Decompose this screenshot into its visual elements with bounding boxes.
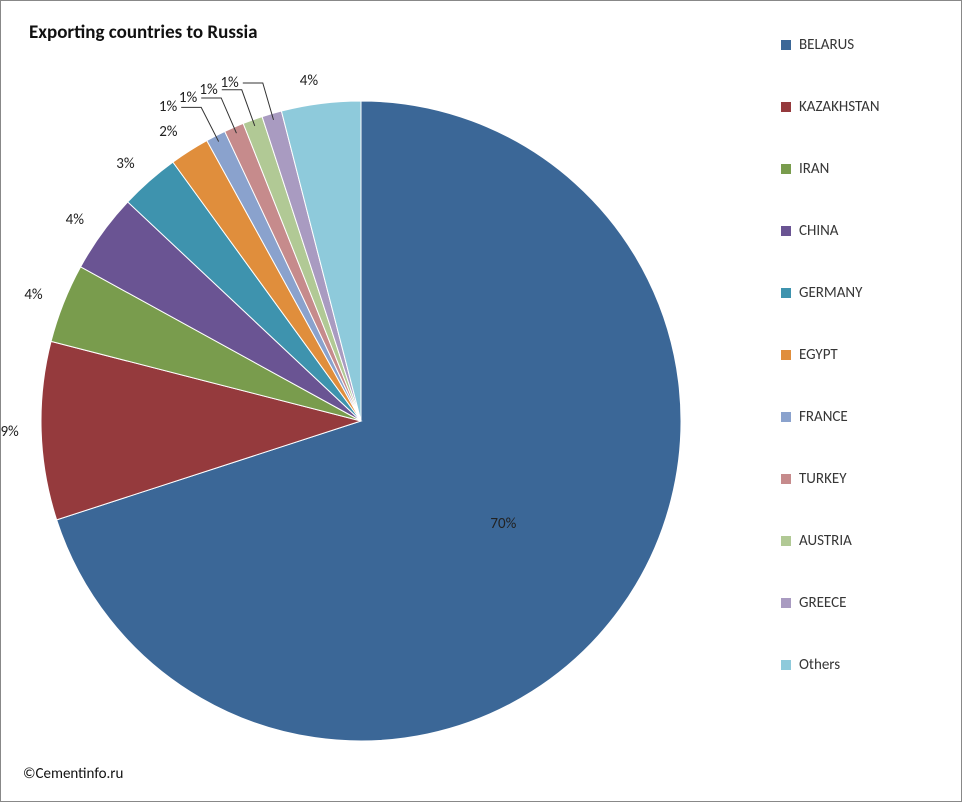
legend-label: FRANCE bbox=[799, 408, 848, 426]
legend-item: GREECE bbox=[781, 594, 931, 612]
legend-item: IRAN bbox=[781, 160, 931, 178]
legend: BELARUS KAZAKHSTAN IRAN CHINA GERMANY EGYPT FR… bbox=[781, 36, 931, 718]
copyright: ©Cementinfo.ru bbox=[23, 765, 123, 783]
legend-swatch bbox=[781, 226, 791, 236]
chart-title: Exporting countries to Russia bbox=[29, 21, 258, 44]
legend-item: GERMANY bbox=[781, 284, 931, 302]
legend-label: GREECE bbox=[799, 594, 846, 612]
legend-item: FRANCE bbox=[781, 408, 931, 426]
pie-data-label: 2% bbox=[159, 123, 177, 141]
pie-data-label: 4% bbox=[24, 286, 42, 304]
leader-line bbox=[181, 107, 218, 141]
legend-swatch bbox=[781, 350, 791, 360]
legend-label: CHINA bbox=[799, 222, 839, 240]
legend-item: EGYPT bbox=[781, 346, 931, 364]
legend-label: AUSTRIA bbox=[799, 532, 852, 550]
legend-swatch bbox=[781, 660, 791, 670]
pie-data-label: 1% bbox=[179, 89, 197, 107]
pie-data-label: 3% bbox=[116, 155, 134, 173]
legend-swatch bbox=[781, 40, 791, 50]
legend-label: EGYPT bbox=[799, 346, 838, 364]
pie-data-label: 4% bbox=[300, 72, 318, 90]
legend-swatch bbox=[781, 412, 791, 422]
pie-data-label: 70% bbox=[490, 515, 516, 533]
legend-item: Others bbox=[781, 656, 931, 674]
pie-data-label: 4% bbox=[66, 211, 84, 229]
legend-label: GERMANY bbox=[799, 284, 862, 302]
legend-item: TURKEY bbox=[781, 470, 931, 488]
pie-data-label: 1% bbox=[159, 98, 177, 116]
legend-swatch bbox=[781, 598, 791, 608]
legend-item: CHINA bbox=[781, 222, 931, 240]
legend-item: BELARUS bbox=[781, 36, 931, 54]
legend-label: BELARUS bbox=[799, 36, 854, 54]
legend-swatch bbox=[781, 102, 791, 112]
legend-swatch bbox=[781, 164, 791, 174]
pie-data-label: 1% bbox=[199, 81, 217, 99]
legend-label: KAZAKHSTAN bbox=[799, 98, 880, 116]
legend-label: TURKEY bbox=[799, 470, 847, 488]
pie-data-label: 1% bbox=[220, 74, 238, 92]
legend-swatch bbox=[781, 536, 791, 546]
legend-item: AUSTRIA bbox=[781, 532, 931, 550]
chart-container: Exporting countries to Russia 70% 9% 4% 4% 3… bbox=[0, 0, 962, 802]
legend-swatch bbox=[781, 288, 791, 298]
legend-label: IRAN bbox=[799, 160, 829, 178]
pie-chart: 70%9%4%4%3%2%1%1%1%1%4% bbox=[11, 71, 711, 771]
pie-data-label: 9% bbox=[0, 423, 18, 441]
legend-swatch bbox=[781, 474, 791, 484]
legend-item: KAZAKHSTAN bbox=[781, 98, 931, 116]
leader-line bbox=[201, 98, 236, 133]
legend-label: Others bbox=[799, 656, 840, 674]
